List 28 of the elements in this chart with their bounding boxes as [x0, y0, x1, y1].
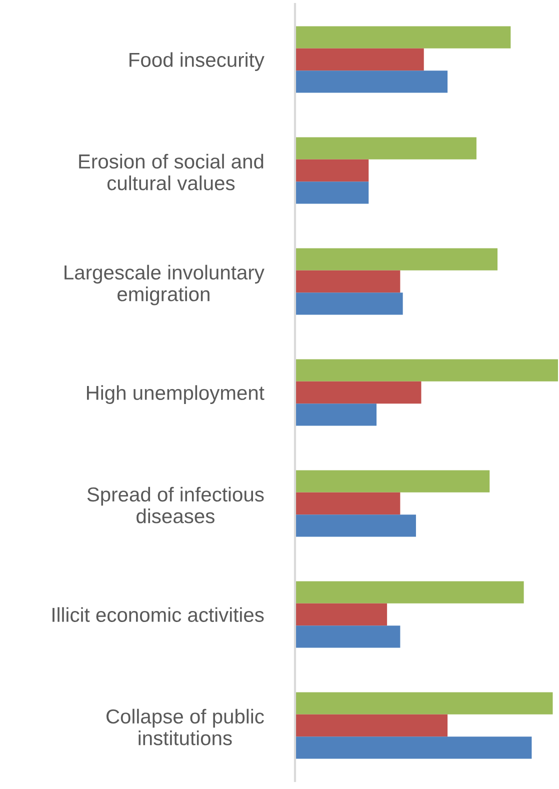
- bar: [295, 736, 532, 759]
- bar: [295, 581, 524, 604]
- y-tick-label: Largescale involuntary emigration: [64, 264, 264, 306]
- bar: [295, 48, 424, 71]
- bar: [295, 270, 400, 293]
- bar: [295, 292, 403, 315]
- bar: [295, 381, 422, 404]
- bar: [295, 492, 400, 515]
- bar: [295, 714, 448, 737]
- bar: [295, 470, 490, 492]
- bar: [295, 626, 400, 648]
- bar: [295, 26, 511, 48]
- y-tick-label: Illicit economic activities: [52, 607, 264, 622]
- bar: [295, 359, 558, 382]
- bar: [295, 603, 388, 626]
- bar: [295, 514, 416, 537]
- bar: [295, 692, 553, 714]
- bar: [295, 137, 476, 160]
- y-tick-label: Collapse of public institutions: [106, 708, 264, 746]
- bar: [295, 182, 369, 204]
- bar: [295, 70, 448, 93]
- y-tick-label: Food insecurity: [130, 52, 264, 71]
- y-tick-label: High unemployment: [87, 385, 264, 404]
- bar: [295, 159, 369, 182]
- y-tick-label: Erosion of social and cultural values: [79, 154, 264, 190]
- bar: [295, 248, 498, 270]
- bar: [295, 404, 377, 426]
- y-tick-label: Spread of infectious diseases: [87, 486, 264, 524]
